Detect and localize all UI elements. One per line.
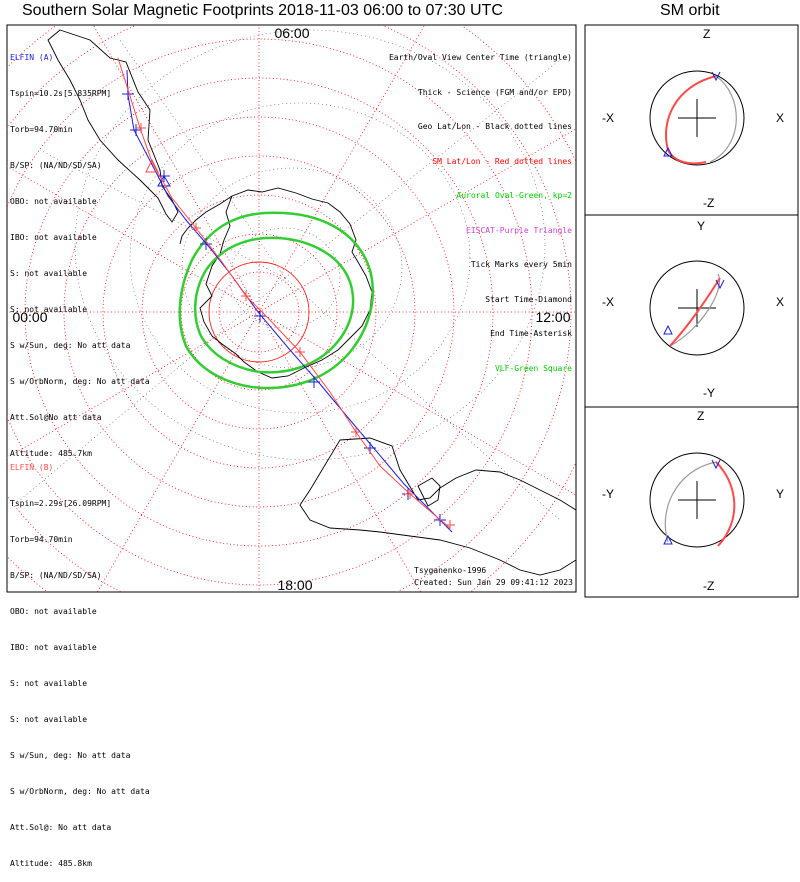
elfin-a-name: ELFIN (A) [10,53,54,62]
elfin-b-line: OBO: not available [10,607,97,616]
elfin-a-line: S: not available [10,269,88,278]
panel2-top-label: Y [697,219,705,233]
legend-entry: Auroral Oval-Green, kp=2 [456,191,572,200]
elfin-b-tick-marks [136,123,455,530]
elfin-b-line: S: not available [10,715,88,724]
australia-coast [299,437,576,576]
panel3-top-label: Z [697,409,704,423]
model-credit: Tsyganenko-1996 [414,566,487,575]
elfin-a-line: OBO: not available [10,197,97,206]
legend-entry: Geo Lat/Lon - Black dotted lines [417,122,572,131]
new-zealand-coast [417,477,441,507]
panel1-right-label: X [776,111,784,125]
elfin-b-view-center-triangle [145,158,159,173]
time-label-left: 00:00 [12,309,47,325]
legend-entry: Earth/Oval View Center Time (triangle) [388,53,572,62]
elfin-b-track [117,57,455,530]
panel2-left-label: -X [602,295,614,309]
antarctica-coast [199,187,373,379]
legend-entry: Tick Marks every 5min [470,260,572,269]
antarctic-peninsula [179,195,233,245]
panel2-right-label: X [776,295,784,309]
legend-entry: EISCAT-Purple Triangle [466,225,572,235]
auroral-oval [178,211,374,390]
elfin-b-info: ELFIN (B) Tspin=2.29s[26.09RPM] Torb=94.… [10,438,150,882]
time-label-bottom: 18:00 [277,577,312,593]
elfin-a-line: S w/Sun, deg: No att data [10,341,131,350]
time-label-top: 06:00 [274,25,309,41]
elfin-a-line: Tspin=10.2s[5.835RPM] [10,89,112,98]
figure-canvas: 06:00 12:00 18:00 00:00 Z -Z -X X Y -Y -… [6,24,799,598]
elfin-b-line: S w/Sun, deg: No att data [10,751,131,760]
sm-lon-lines [7,25,576,592]
polar-map [7,25,576,592]
orbit-panel-xy [584,214,799,408]
elfin-b-line: S w/OrbNorm, deg: No att data [10,787,150,796]
orbit-panel-xz [584,24,799,216]
panel1-bottom-label: -Z [703,196,714,210]
elfin-b-line: Torb=94.70min [10,535,73,544]
elfin-b-line: IBO: not available [10,643,97,652]
elfin-a-line: Torb=94.70min [10,125,73,134]
elfin-b-name: ELFIN (B) [10,463,54,472]
panel3-bottom-label: -Z [703,579,714,593]
legend: Earth/Oval View Center Time (triangle) T… [389,29,572,386]
elfin-a-line: S: not available [10,305,88,314]
sm-pole-circle [208,261,310,363]
elfin-a-info: ELFIN (A) Tspin=10.2s[5.835RPM] Torb=94.… [10,28,150,472]
oval-outer [178,211,374,390]
elfin-a-line: IBO: not available [10,233,97,242]
orbit-panel-yz [584,406,799,598]
map-frame [6,24,577,593]
south-america-coast [47,29,179,223]
elfin-a-view-center-triangle [157,175,171,187]
created-timestamp: Created: Sun Jan 29 09:41:12 2023 [414,578,573,587]
legend-entry: SM Lat/Lon - Red dotted lines [432,156,572,166]
coastlines [47,29,576,576]
elfin-b-line: B/SP: (NA/ND/SD/SA) [10,571,102,580]
legend-entry: Start Time-Diamond [485,294,572,304]
legend-entry: VLF-Green Square [494,363,572,373]
panel3-right-label: Y [776,487,784,501]
plot-title: Southern Solar Magnetic Footprints 2018-… [22,2,503,19]
legend-entry: End Time-Asterisk [490,329,572,338]
elfin-a-line: B/SP: (NA/ND/SD/SA) [10,161,102,170]
time-label-right: 12:00 [535,309,570,325]
panel3-left-label: -Y [602,487,614,501]
panel2-bottom-label: -Y [703,386,715,400]
elfin-b-line: Att.Sol@: No att data [10,823,112,832]
elfin-b-line: Altitude: 485.8km [10,859,92,868]
panel1-left-label: -X [602,111,614,125]
elfin-a-line: Altitude: 485.7km [10,449,92,458]
panel1-top-label: Z [703,27,710,41]
elfin-a-line: Att.Sol@No att data [10,413,102,422]
oval-inner [194,236,355,374]
legend-entry: Thick - Science (FGM and/or EPD) [417,87,572,97]
elfin-b-line: Tspin=2.29s[26.09RPM] [10,499,112,508]
elfin-b-line: S: not available [10,679,88,688]
elfin-a-line: S w/OrbNorm, deg: No att data [10,377,150,386]
orbit-title: SM orbit [660,2,720,19]
